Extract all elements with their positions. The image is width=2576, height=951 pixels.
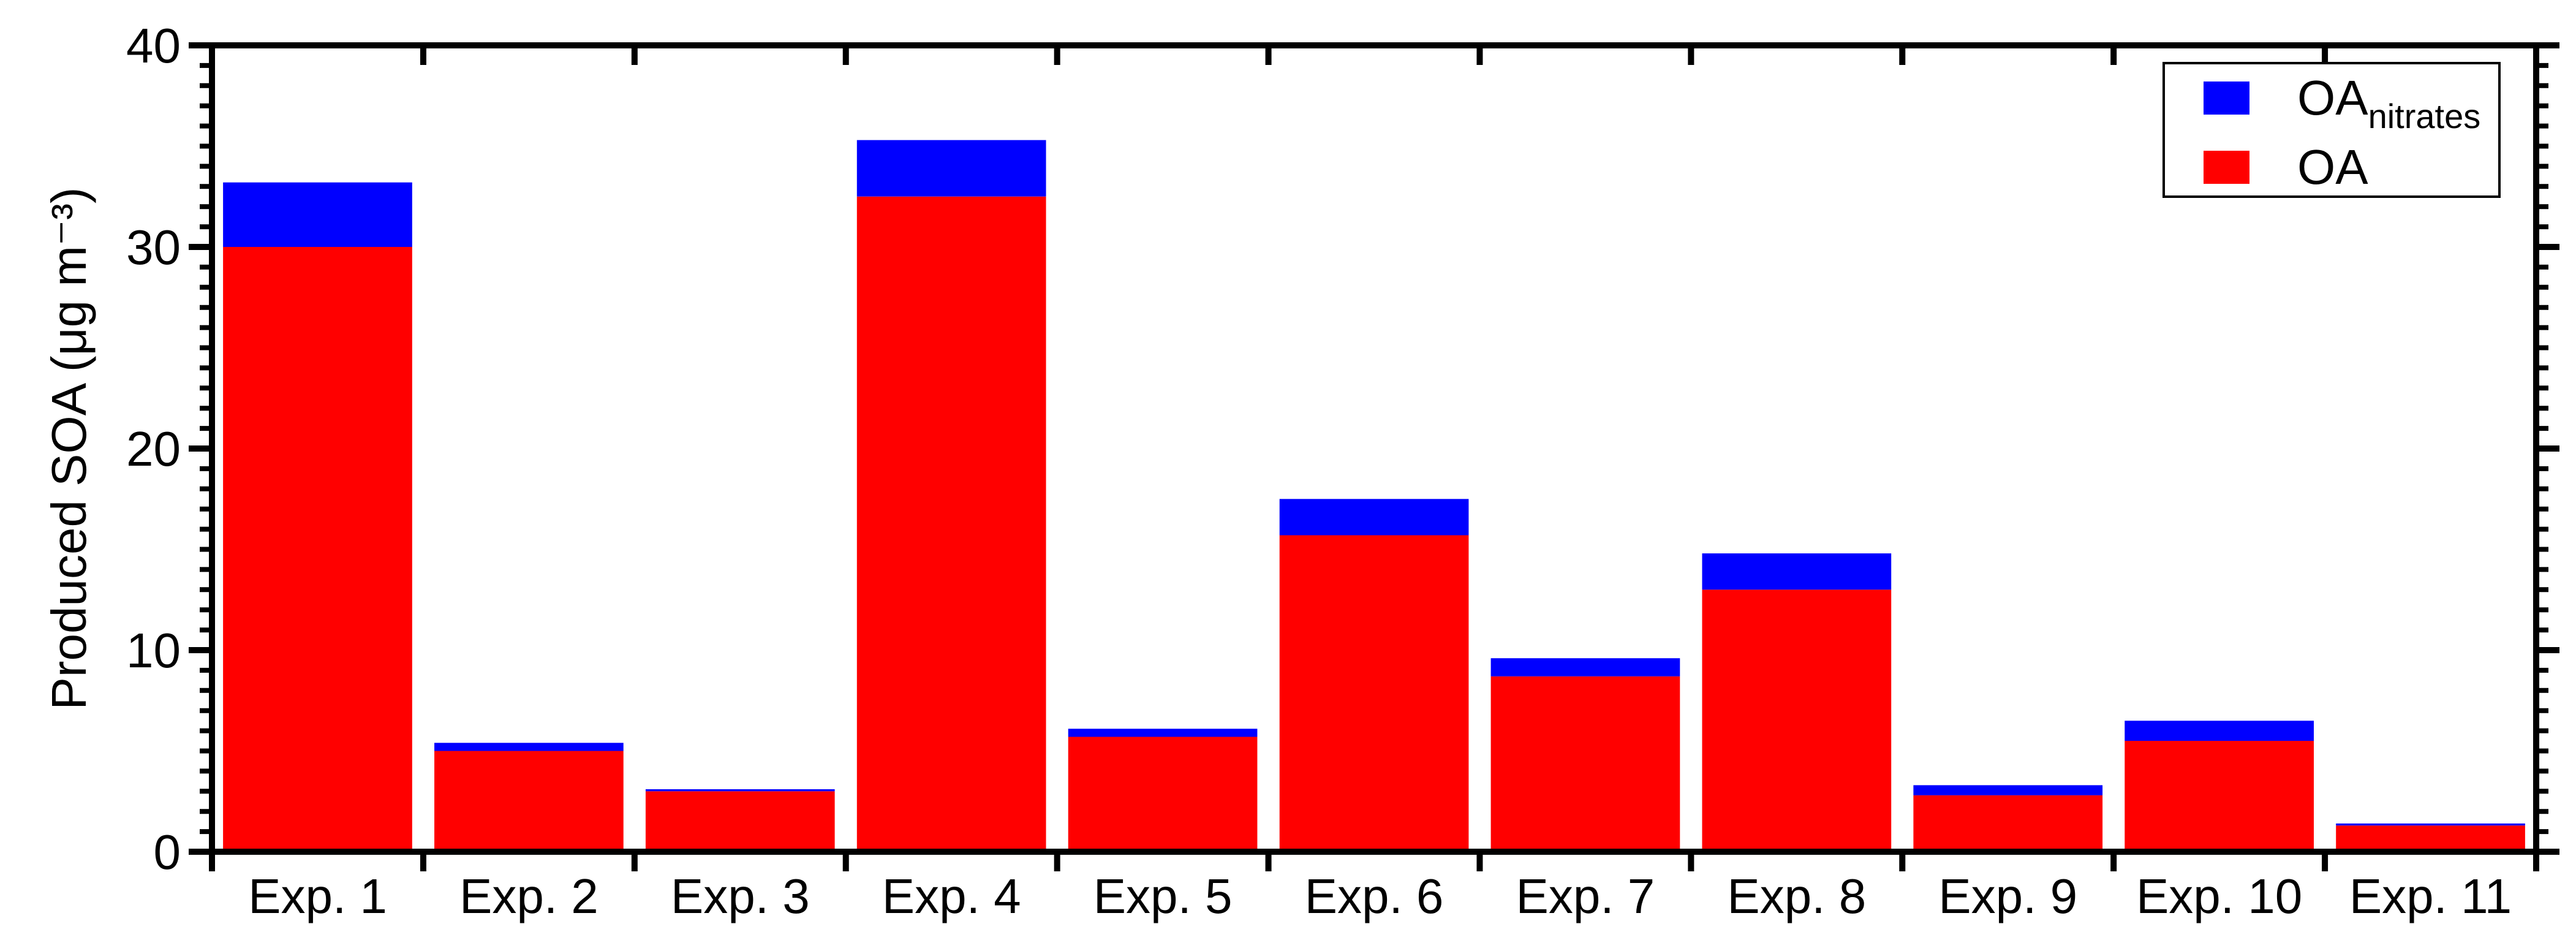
bar-oa-nitrates-7	[1490, 658, 1680, 676]
y-tick-label: 30	[126, 220, 181, 275]
x-tick-label: Exp. 11	[2349, 869, 2512, 923]
bar-oa-2	[434, 751, 624, 852]
bar-oa-nitrates-3	[645, 789, 835, 792]
x-tick-label: Exp. 5	[1093, 869, 1233, 923]
bar-oa-nitrates-1	[223, 182, 412, 247]
y-axis-title: Produced SOA (μg m⁻³)	[42, 187, 96, 710]
bar-oa-3	[645, 791, 835, 852]
legend-swatch-oa-nitrates	[2204, 81, 2249, 115]
x-tick-label: Exp. 1	[248, 869, 387, 923]
bar-oa-6	[1279, 535, 1469, 852]
bar-oa-7	[1490, 676, 1680, 852]
x-tick-label: Exp. 2	[459, 869, 599, 923]
bar-oa-nitrates-4	[856, 140, 1046, 197]
legend-label-main: OA	[2297, 140, 2368, 194]
y-tick-label: 10	[126, 623, 181, 678]
legend-swatch-oa	[2204, 151, 2249, 184]
x-tick-label: Exp. 7	[1516, 869, 1655, 923]
bar-oa-nitrates-10	[2125, 721, 2314, 741]
bar-oa-5	[1068, 737, 1258, 852]
bar-oa-8	[1702, 589, 1892, 852]
bar-oa-nitrates-8	[1702, 553, 1892, 590]
legend-label-subscript: nitrates	[2368, 97, 2481, 135]
bar-oa-nitrates-9	[1913, 785, 2103, 795]
y-tick-label: 0	[154, 825, 181, 879]
bar-oa-nitrates-2	[434, 743, 624, 751]
legend-label-oa-nitrates: OAnitrates	[2297, 70, 2480, 135]
y-tick-labels: 0 10 20 30 40	[126, 18, 181, 879]
x-tick-label: Exp. 3	[671, 869, 810, 923]
bar-oa-nitrates-5	[1068, 729, 1258, 737]
bar-oa-10	[2125, 741, 2314, 852]
bar-oa-1	[223, 247, 412, 852]
x-tick-label: Exp. 6	[1305, 869, 1444, 923]
x-tick-label: Exp. 4	[882, 869, 1021, 923]
bar-oa-nitrates-11	[2336, 823, 2525, 826]
bar-oa-9	[1913, 795, 2103, 852]
plot-frame	[209, 42, 2539, 855]
x-tick-label: Exp. 8	[1727, 869, 1866, 923]
legend-label-main: OA	[2297, 70, 2368, 125]
y-tick-label: 20	[126, 422, 181, 476]
bar-oa-4	[856, 196, 1046, 852]
y-tick-label: 40	[126, 18, 181, 73]
bar-oa-11	[2336, 825, 2525, 852]
x-tick-labels: Exp. 1 Exp. 2 Exp. 3 Exp. 4 Exp. 5 Exp. 6 Exp.…	[248, 869, 2512, 923]
bars-group	[223, 140, 2525, 852]
legend-label-oa: OA	[2297, 140, 2368, 194]
x-tick-label: Exp. 10	[2136, 869, 2302, 923]
bar-oa-nitrates-6	[1279, 499, 1469, 536]
y-axis-title-text: Produced SOA (μg m⁻³)	[42, 187, 96, 710]
x-tick-label: Exp. 9	[1938, 869, 2077, 923]
